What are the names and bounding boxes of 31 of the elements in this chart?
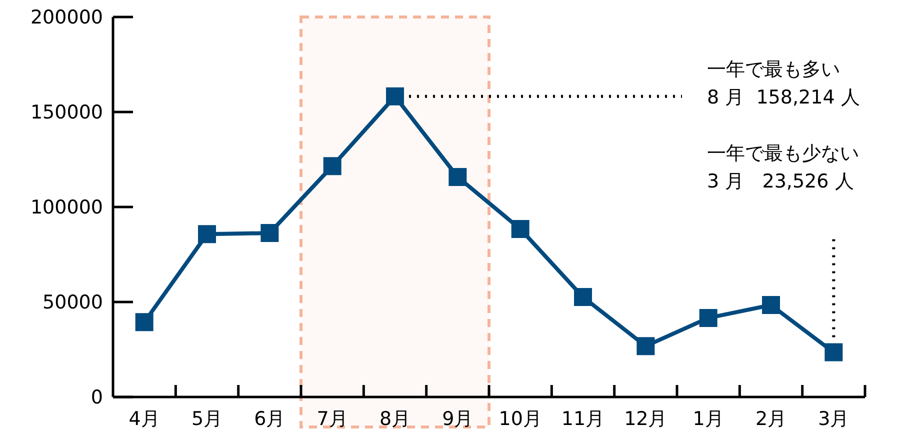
- x-tick-label: 11月: [561, 408, 605, 430]
- x-tick-label: 12月: [624, 408, 668, 430]
- point: [824, 343, 843, 362]
- x-tick-label: 6月: [254, 408, 286, 430]
- annotation: 一年で最も少ない 3 月 23,526 人: [707, 142, 859, 192]
- point: [198, 225, 216, 244]
- x-tick-label: 1月: [692, 408, 724, 430]
- x-tick-label: 3月: [818, 408, 850, 430]
- point: [323, 157, 342, 176]
- x-tick-label: 5月: [191, 408, 223, 430]
- point: [386, 87, 404, 106]
- y-tick-label: 0: [90, 386, 103, 409]
- x-tick-label: 9月: [442, 408, 474, 430]
- point: [260, 224, 279, 242]
- point: [135, 313, 154, 332]
- y-tick-label: 150000: [30, 102, 103, 124]
- x-tick-label: 4月: [128, 408, 160, 430]
- point: [448, 168, 467, 186]
- point: [636, 337, 655, 356]
- x-tick-label: 2月: [755, 408, 787, 430]
- point: [762, 296, 780, 314]
- point: [511, 220, 530, 238]
- y-tick-label: 50000: [42, 292, 103, 314]
- x-tick-label: 8月: [379, 408, 411, 430]
- point: [699, 308, 718, 327]
- y-tick-label: 200000: [30, 6, 103, 29]
- point: [574, 288, 592, 306]
- annotation: 一年で最も多い 8 月 158,214 人: [707, 58, 860, 108]
- y-tick-label: 100000: [30, 196, 103, 219]
- x-tick-label: 10月: [498, 408, 542, 430]
- x-tick-label: 7月: [316, 408, 348, 430]
